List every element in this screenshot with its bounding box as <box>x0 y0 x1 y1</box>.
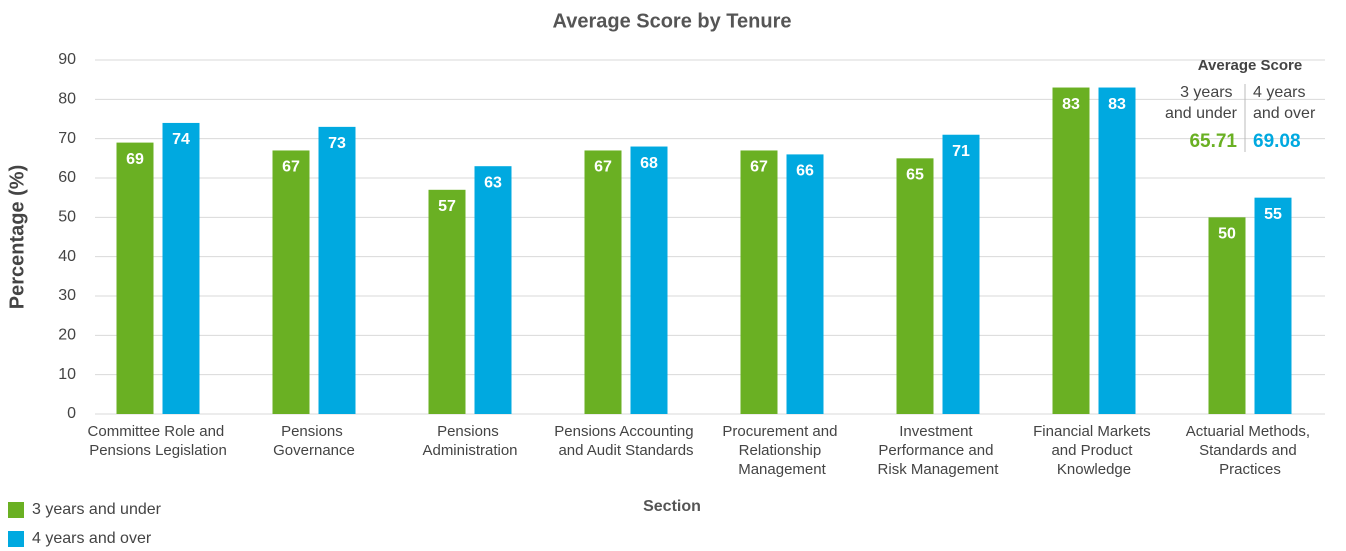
x-tick-label: Committee Role and Pensions Legislation <box>88 423 229 459</box>
y-tick-label: 30 <box>58 287 76 304</box>
value-label: 57 <box>438 198 456 215</box>
value-label: 65 <box>906 167 924 184</box>
bar <box>1208 217 1246 414</box>
value-label: 67 <box>594 159 612 176</box>
bar <box>584 150 622 414</box>
value-label: 83 <box>1062 96 1080 113</box>
annotation-value: 65.71 <box>1189 131 1237 152</box>
y-tick-label: 0 <box>67 405 76 422</box>
value-label: 50 <box>1218 226 1236 243</box>
bar <box>272 150 310 414</box>
value-label: 83 <box>1108 96 1126 113</box>
value-label: 69 <box>126 151 144 168</box>
bar <box>1052 87 1090 415</box>
x-axis-title: Section <box>643 498 701 515</box>
bar <box>116 142 154 414</box>
y-tick-label: 40 <box>58 248 76 265</box>
bar <box>630 146 668 415</box>
y-tick-label: 90 <box>58 51 76 68</box>
annotation-title: Average Score <box>1198 57 1303 74</box>
value-label: 55 <box>1264 206 1282 223</box>
bar <box>474 166 512 414</box>
value-label: 68 <box>640 155 658 172</box>
y-tick-label: 20 <box>58 327 76 344</box>
legend-swatch <box>8 502 24 518</box>
y-tick-label: 70 <box>58 130 76 147</box>
bar <box>1098 87 1136 415</box>
bar <box>740 150 778 414</box>
value-label: 66 <box>796 163 814 180</box>
x-tick-label: Investment Performance and Risk Manageme… <box>878 423 1000 478</box>
bar <box>942 134 980 414</box>
y-axis-title: Percentage (%) <box>6 165 28 310</box>
x-tick-label: Pensions Administration <box>422 423 517 459</box>
bar <box>428 189 466 414</box>
value-label: 71 <box>952 143 970 160</box>
value-label: 74 <box>172 131 190 148</box>
value-label: 67 <box>750 159 768 176</box>
x-tick-label: Procurement and Relationship Management <box>722 423 841 478</box>
bar <box>162 122 200 414</box>
y-tick-label: 60 <box>58 169 76 186</box>
x-tick-label: Pensions Governance <box>273 423 355 459</box>
bar <box>1254 197 1292 414</box>
x-tick-label: Actuarial Methods, Standards and Practic… <box>1186 423 1314 478</box>
x-tick-label: Financial Markets and Product Knowledge <box>1033 423 1155 478</box>
y-tick-label: 10 <box>58 366 76 383</box>
bar <box>318 126 356 414</box>
value-label: 73 <box>328 135 346 152</box>
x-tick-label: Pensions Accounting and Audit Standards <box>554 423 697 459</box>
annotation-value: 69.08 <box>1253 131 1301 152</box>
chart-title: Average Score by Tenure <box>553 10 792 32</box>
y-tick-label: 80 <box>58 91 76 108</box>
annotation-label: 4 years and over <box>1253 84 1316 122</box>
legend-label: 4 years and over <box>32 530 152 547</box>
y-tick-label: 50 <box>58 209 76 226</box>
value-label: 67 <box>282 159 300 176</box>
bar <box>786 154 824 414</box>
legend-label: 3 years and under <box>32 501 162 518</box>
bar <box>896 158 934 414</box>
annotation-label: 3 years and under <box>1165 84 1238 122</box>
legend-swatch <box>8 531 24 547</box>
value-label: 63 <box>484 174 502 191</box>
